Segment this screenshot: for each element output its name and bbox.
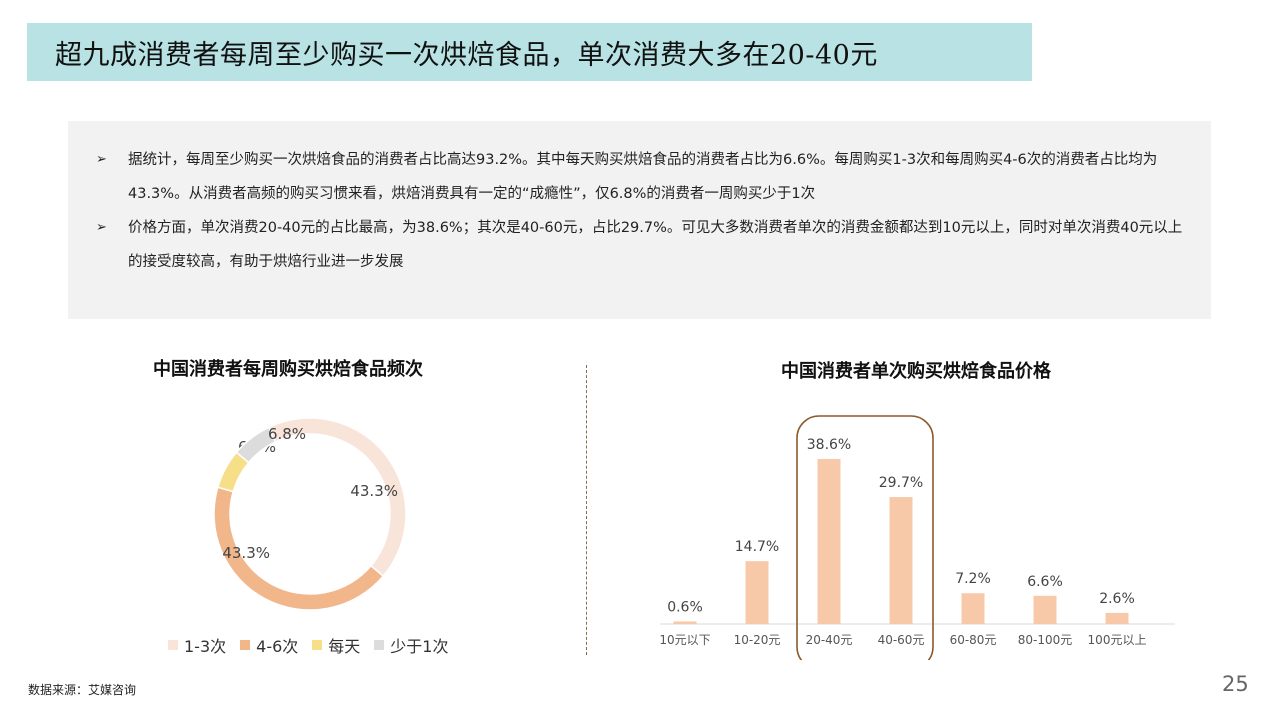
bar-value-label: 0.6% bbox=[667, 599, 703, 615]
legend-label: 1-3次 bbox=[184, 637, 227, 656]
bar bbox=[1033, 595, 1057, 624]
legend-swatch-icon bbox=[240, 640, 251, 650]
highlight-frame bbox=[796, 415, 934, 660]
bar bbox=[1105, 612, 1129, 624]
summary-bullet: ➢ 价格方面，单次消费20-40元的占比最高，为38.6%；其次是40-60元，… bbox=[96, 211, 1187, 279]
summary-bullet: ➢ 据统计，每周至少购买一次烘焙食品的消费者占比高达93.2%。其中每天购买烘焙… bbox=[96, 143, 1187, 211]
legend-swatch-icon bbox=[168, 640, 178, 650]
legend-label: 4-6次 bbox=[256, 637, 299, 656]
bullet-arrow-icon: ➢ bbox=[96, 152, 107, 167]
x-tick-label: 60-80元 bbox=[950, 633, 997, 647]
donut-value-label: 43.3% bbox=[222, 544, 270, 562]
legend-label: 少于1次 bbox=[390, 637, 449, 656]
x-tick-label: 10-20元 bbox=[734, 633, 781, 647]
x-tick-label: 40-60元 bbox=[878, 633, 925, 647]
bar bbox=[817, 459, 841, 624]
x-tick-label: 80-100元 bbox=[1018, 633, 1073, 647]
bar bbox=[961, 593, 985, 624]
bar-value-label: 14.7% bbox=[735, 539, 779, 555]
legend-swatch-icon bbox=[374, 640, 385, 650]
legend-swatch-icon bbox=[312, 640, 323, 650]
donut-slice-3 bbox=[235, 426, 277, 464]
page-title: 超九成消费者每周至少购买一次烘焙食品，单次消费大多在20-40元 bbox=[55, 39, 878, 71]
bullet-text: 价格方面，单次消费20-40元的占比最高，为38.6%；其次是40-60元，占比… bbox=[128, 220, 1183, 270]
legend-item: 少于1次 bbox=[374, 633, 448, 657]
donut-legend: 1-3次 4-6次 每天 少于1次 bbox=[168, 633, 448, 657]
donut-value-label: 6.8% bbox=[268, 425, 306, 443]
bullet-arrow-icon: ➢ bbox=[96, 220, 107, 235]
chart-divider bbox=[586, 365, 587, 655]
bar-value-label: 29.7% bbox=[879, 475, 923, 491]
bar-value-label: 2.6% bbox=[1099, 591, 1135, 607]
x-tick-label: 100元以上 bbox=[1088, 633, 1147, 647]
bullet-text: 据统计，每周至少购买一次烘焙食品的消费者占比高达93.2%。其中每天购买烘焙食品… bbox=[128, 152, 1158, 202]
summary-box: ➢ 据统计，每周至少购买一次烘焙食品的消费者占比高达93.2%。其中每天购买烘焙… bbox=[68, 121, 1211, 319]
x-tick-label: 20-40元 bbox=[806, 633, 853, 647]
bar bbox=[889, 497, 913, 624]
bar bbox=[745, 561, 769, 624]
title-bar: 超九成消费者每周至少购买一次烘焙食品，单次消费大多在20-40元 bbox=[27, 23, 1032, 81]
pie-chart-title: 中国消费者每周购买烘焙食品频次 bbox=[153, 359, 423, 380]
bar-value-label: 6.6% bbox=[1027, 574, 1063, 590]
bar-value-label: 7.2% bbox=[955, 571, 991, 587]
data-source: 数据来源：艾媒咨询 bbox=[28, 683, 137, 697]
donut-chart: 43.3%43.3%6.6%6.8% bbox=[213, 417, 407, 611]
page-number: 25 bbox=[1222, 672, 1249, 696]
legend-item: 每天 bbox=[312, 633, 360, 657]
donut-value-label: 43.3% bbox=[350, 482, 398, 500]
legend-label: 每天 bbox=[328, 637, 361, 656]
x-tick-label: 10元以下 bbox=[659, 633, 710, 647]
bar bbox=[673, 621, 697, 624]
bar-value-label: 38.6% bbox=[807, 437, 851, 453]
bar-chart-title: 中国消费者单次购买烘焙食品价格 bbox=[781, 361, 1051, 382]
legend-item: 4-6次 bbox=[240, 633, 298, 657]
bar-chart: 0.6% 10元以下 14.7% 10-20元 38.6% 20-40元 29.7% 40-6… bbox=[659, 415, 1175, 660]
legend-item: 1-3次 bbox=[168, 633, 226, 657]
